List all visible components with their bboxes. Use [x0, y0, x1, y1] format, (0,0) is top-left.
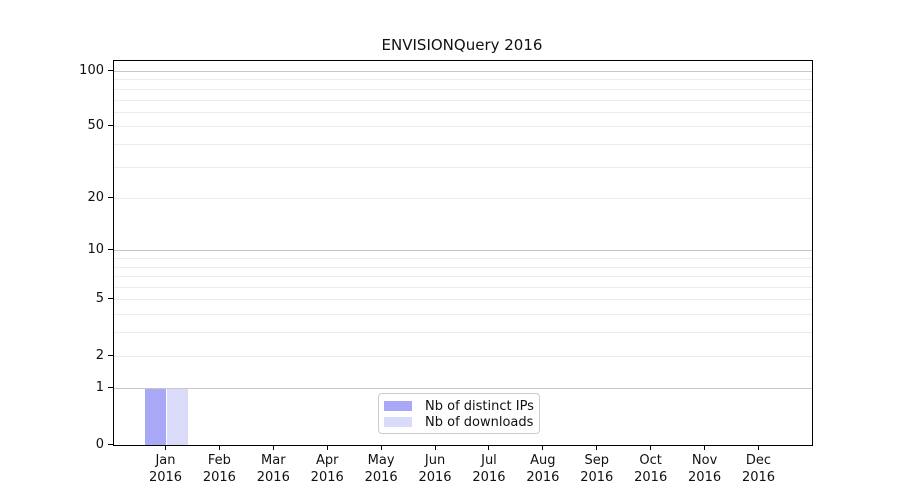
legend-swatch-distinct-ips — [384, 401, 412, 411]
legend: Nb of distinct IPs Nb of downloads — [378, 393, 540, 434]
y-gridline — [114, 143, 812, 145]
x-tick-label: Jul 2016 — [472, 453, 506, 485]
y-gridline — [114, 258, 812, 260]
y-gridline — [114, 299, 812, 301]
x-tick-label: May 2016 — [364, 453, 398, 485]
y-tick-label: 20 — [87, 190, 104, 206]
y-tick-mark — [108, 298, 113, 300]
x-tick-label: Nov 2016 — [688, 453, 722, 485]
y-gridline — [114, 355, 812, 357]
y-gridline — [114, 99, 812, 101]
y-tick-label: 50 — [87, 118, 104, 134]
y-gridline — [114, 111, 812, 113]
x-tick-mark — [488, 445, 490, 450]
plot-area — [113, 60, 813, 446]
x-tick-label: Jun 2016 — [418, 453, 452, 485]
y-tick-mark — [108, 354, 113, 356]
y-tick-mark — [108, 387, 113, 389]
y-gridline — [114, 250, 812, 252]
x-tick-label: Oct 2016 — [634, 453, 668, 485]
x-tick-label: Apr 2016 — [310, 453, 344, 485]
y-gridline — [114, 79, 812, 81]
y-gridline — [114, 198, 812, 200]
x-tick-mark — [542, 445, 544, 450]
y-tick-label: 1 — [95, 380, 104, 396]
y-tick-label: 0 — [95, 436, 104, 452]
bar-nb-of-distinct-ips — [144, 388, 167, 445]
y-tick-mark — [108, 125, 113, 127]
chart-title: ENVISIONQuery 2016 — [381, 36, 543, 54]
y-tick-mark — [108, 197, 113, 199]
legend-label: Nb of downloads — [425, 414, 534, 430]
y-tick-mark — [108, 249, 113, 251]
x-tick-mark — [434, 445, 436, 450]
y-tick-label: 2 — [95, 347, 104, 363]
y-gridline — [114, 287, 812, 289]
x-tick-mark — [272, 445, 274, 450]
x-tick-mark — [218, 445, 220, 450]
x-tick-label: Sep 2016 — [580, 453, 614, 485]
legend-swatch-downloads — [384, 417, 412, 427]
y-gridline — [114, 126, 812, 128]
x-tick-mark — [380, 445, 382, 450]
legend-row: Nb of distinct IPs — [384, 398, 536, 414]
bar-nb-of-downloads — [166, 388, 189, 445]
y-gridline — [114, 332, 812, 334]
x-tick-mark — [326, 445, 328, 450]
y-gridline — [114, 71, 812, 72]
legend-row: Nb of downloads — [384, 414, 536, 430]
x-tick-mark — [704, 445, 706, 450]
x-tick-mark — [758, 445, 759, 450]
y-gridline — [114, 388, 812, 390]
y-gridline — [114, 276, 812, 278]
y-tick-label: 10 — [87, 242, 104, 258]
x-tick-mark — [165, 445, 166, 450]
y-gridline — [114, 314, 812, 316]
y-gridline — [114, 266, 812, 268]
y-tick-label: 100 — [79, 63, 104, 78]
y-gridline — [114, 88, 812, 90]
x-tick-mark — [596, 445, 598, 450]
legend-label: Nb of distinct IPs — [425, 398, 534, 414]
y-gridline — [114, 166, 812, 168]
y-tick-mark — [108, 443, 113, 445]
x-tick-label: Feb 2016 — [202, 453, 236, 485]
y-tick-label: 5 — [95, 291, 104, 307]
x-tick-mark — [650, 445, 652, 450]
x-tick-label: Dec 2016 — [741, 453, 776, 485]
x-tick-label: Aug 2016 — [526, 453, 560, 485]
y-tick-mark — [108, 70, 113, 71]
x-tick-label: Mar 2016 — [256, 453, 290, 485]
x-tick-label: Jan 2016 — [148, 453, 183, 485]
